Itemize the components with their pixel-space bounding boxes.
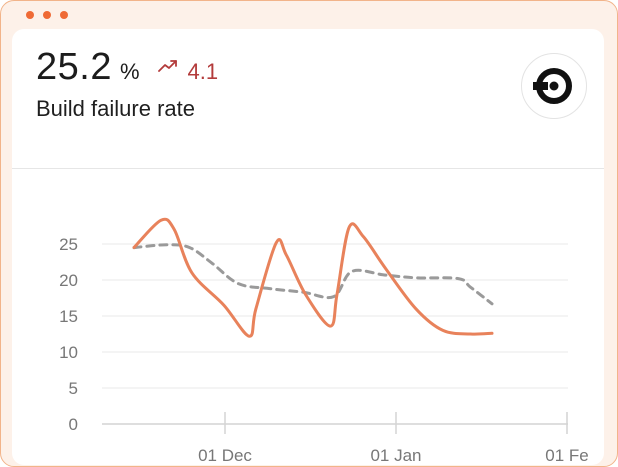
metric-header: 25.2 % 4.1 <box>36 46 218 89</box>
window-dots <box>26 11 68 19</box>
circleci-logo-icon <box>521 53 587 119</box>
failure-rate-line <box>132 217 494 338</box>
y-tick-label: 15 <box>59 307 78 326</box>
failure-rate-chart: 0 5 10 15 20 25 01 Dec 01 Jan 01 Fe <box>59 217 589 465</box>
x-tick-label: 01 Fe <box>545 446 588 465</box>
metric-unit: % <box>119 59 140 84</box>
trend-line-dashed <box>132 243 494 306</box>
trending-up-icon <box>157 60 177 72</box>
window-dot <box>60 11 68 19</box>
metric-value: 25.2 <box>36 46 112 88</box>
x-axis: 01 Dec 01 Jan 01 Fe <box>102 412 589 465</box>
y-tick-label: 25 <box>59 235 78 254</box>
trend-indicator: 4.1 <box>157 59 219 85</box>
metric-card: 25.2 % 4.1 Build failure rate 0 5 10 15 <box>12 29 604 465</box>
x-tick-label: 01 Jan <box>370 446 421 465</box>
y-tick-label: 10 <box>59 343 78 362</box>
header-divider <box>12 168 604 169</box>
y-tick-label: 5 <box>69 379 78 398</box>
y-tick-label: 20 <box>59 271 78 290</box>
window-dot <box>26 11 34 19</box>
y-tick-label: 0 <box>69 415 78 434</box>
x-tick-label: 01 Dec <box>198 446 252 465</box>
window-dot <box>43 11 51 19</box>
metric-label: Build failure rate <box>36 96 195 121</box>
y-axis: 0 5 10 15 20 25 <box>59 235 78 434</box>
chart-series <box>132 217 494 338</box>
trend-value: 4.1 <box>187 59 219 84</box>
